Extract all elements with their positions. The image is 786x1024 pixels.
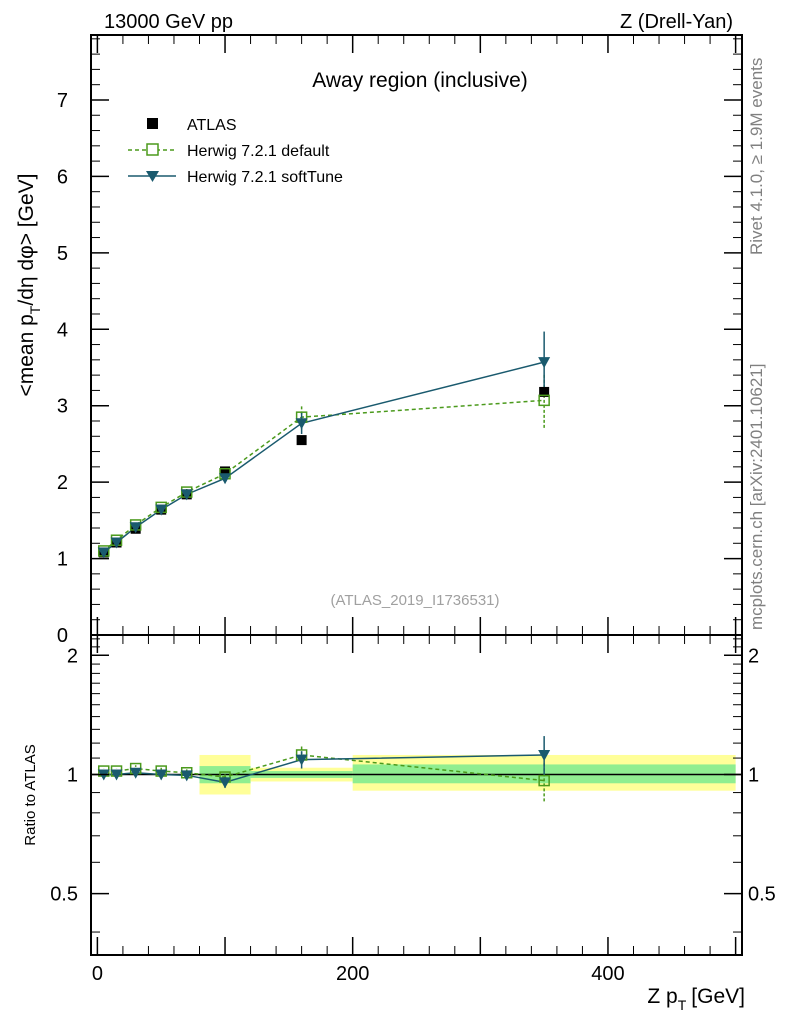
point-herwig-softtune <box>295 418 308 430</box>
x-axis-title: Z pT [GeV] <box>647 985 745 1013</box>
legend: ATLAS Herwig 7.2.1 default Herwig 7.2.1 … <box>128 117 343 186</box>
ratio-point-herwig-softtune <box>110 769 123 781</box>
main-ytick-label: 4 <box>57 319 68 341</box>
ratio-ytick-label-right: 2 <box>748 645 759 667</box>
legend-marker-herwig-softtune <box>146 171 159 182</box>
header-left: 13000 GeV pp <box>104 11 233 33</box>
ratio-point-herwig-softtune <box>155 769 168 781</box>
x-title-sub: T <box>678 997 687 1013</box>
analysis-id: (ATLAS_2019_I1736531) <box>330 592 499 609</box>
ratio-point-herwig-softtune <box>295 754 308 766</box>
main-ytick-label: 3 <box>57 396 68 418</box>
x-title-main: Z p <box>647 985 677 1008</box>
point-herwig-default <box>538 394 550 407</box>
point-herwig-softtune <box>110 537 123 549</box>
main-ytick-label: 0 <box>57 625 68 647</box>
point-atlas <box>220 466 231 477</box>
ratio-panel: 0.5 0.5 1 1 2 2 0 200 400 Ratio to ATLAS <box>22 634 776 985</box>
ratio-point-herwig-default <box>538 774 550 787</box>
legend-label-herwig-default: Herwig 7.2.1 default <box>187 143 330 160</box>
x-title-unit: [GeV] <box>691 985 745 1008</box>
legend-label-herwig-softtune: Herwig 7.2.1 softTune <box>187 169 343 186</box>
main-ytick-label: 5 <box>57 243 68 265</box>
legend-item-herwig-softtune: Herwig 7.2.1 softTune <box>128 169 343 186</box>
main-panel: 0 1 2 3 4 5 6 7 Away region (inclusive) (ATLAS_… <box>15 34 743 647</box>
point-herwig-softtune <box>180 489 193 501</box>
main-ytick-label: 2 <box>57 472 68 494</box>
rivet-version: Rivet 4.1.0, ≥ 1.9M events <box>747 58 766 255</box>
header-right: Z (Drell-Yan) <box>620 11 733 33</box>
point-atlas <box>296 435 307 446</box>
legend-marker-atlas <box>147 118 158 129</box>
xtick-label: 400 <box>591 963 624 985</box>
ratio-point-herwig-softtune <box>180 770 193 782</box>
ratio-ytick-label-left: 1 <box>67 764 78 786</box>
legend-item-atlas: ATLAS <box>147 117 237 134</box>
point-herwig-softtune <box>129 522 142 534</box>
mcplots-reference: mcplots.cern.ch [arXiv:2401.10621] <box>747 364 766 630</box>
ratio-ytick-label-right: 0.5 <box>748 884 776 906</box>
ratio-point-herwig-softtune <box>219 777 232 789</box>
point-atlas <box>539 386 550 397</box>
point-herwig-softtune <box>97 547 110 559</box>
legend-label-atlas: ATLAS <box>187 117 237 134</box>
main-ytick-label: 1 <box>57 549 68 571</box>
ratio-ytick-label-left: 0.5 <box>50 884 78 906</box>
main-ytick-label: 6 <box>57 166 68 188</box>
xtick-label: 0 <box>92 963 103 985</box>
line-herwig-default <box>103 399 545 552</box>
ratio-ytick-label-left: 2 <box>67 645 78 667</box>
legend-marker-herwig-default <box>146 143 159 156</box>
point-herwig-softtune <box>538 357 551 369</box>
ratio-point-herwig-softtune <box>538 749 551 761</box>
point-herwig-softtune <box>155 504 168 516</box>
xtick-label: 200 <box>336 963 369 985</box>
main-ytick-label: 7 <box>57 90 68 112</box>
ratio-y-title: Ratio to ATLAS <box>22 744 39 845</box>
legend-item-herwig-default: Herwig 7.2.1 default <box>128 143 330 160</box>
ratio-frame <box>90 634 743 956</box>
main-title: Away region (inclusive) <box>312 69 528 92</box>
y-axis-title: <mean pT/dη dφ> [GeV] <box>15 174 43 397</box>
y-title-main: <mean p <box>15 314 38 396</box>
point-herwig-softtune <box>219 473 232 485</box>
ratio-point-herwig-softtune <box>129 767 142 779</box>
y-title-sub: T <box>27 305 43 314</box>
line-herwig-softtune <box>103 361 545 554</box>
ratio-ytick-label-right: 1 <box>748 764 759 786</box>
y-title-rest: /dη dφ> [GeV] <box>15 174 38 306</box>
